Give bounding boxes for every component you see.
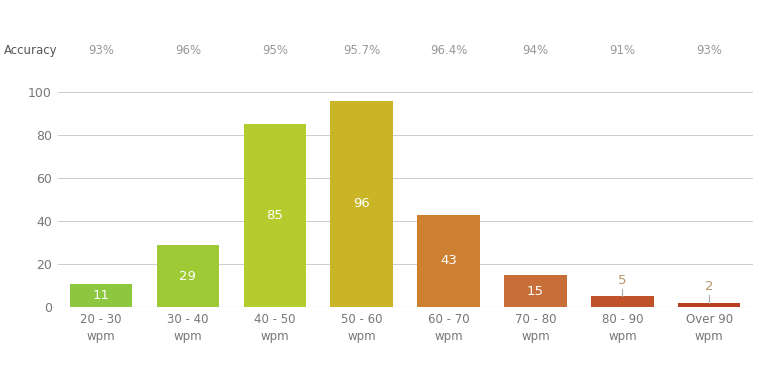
Text: 43: 43 [440,255,457,268]
Bar [678,303,740,307]
Text: 91%: 91% [609,44,635,57]
Text: 93%: 93% [697,44,722,57]
Text: 95.7%: 95.7% [343,44,380,57]
Text: 85: 85 [266,209,283,222]
Bar [157,245,219,307]
Bar [243,124,306,307]
Bar [504,275,567,307]
Text: 2: 2 [705,280,713,293]
Text: 94%: 94% [522,44,548,57]
Text: 96%: 96% [175,44,201,57]
Bar [70,283,132,307]
Text: Accuracy: Accuracy [4,44,58,57]
Bar [330,101,393,307]
Text: 15: 15 [527,285,544,298]
Text: 5: 5 [618,274,627,287]
Bar [417,215,480,307]
Text: 96: 96 [353,197,370,210]
Text: 11: 11 [92,289,110,302]
Text: 93%: 93% [88,44,114,57]
Text: 96.4%: 96.4% [430,44,467,57]
Bar [591,296,654,307]
Text: 95%: 95% [262,44,288,57]
Text: 29: 29 [180,270,197,283]
